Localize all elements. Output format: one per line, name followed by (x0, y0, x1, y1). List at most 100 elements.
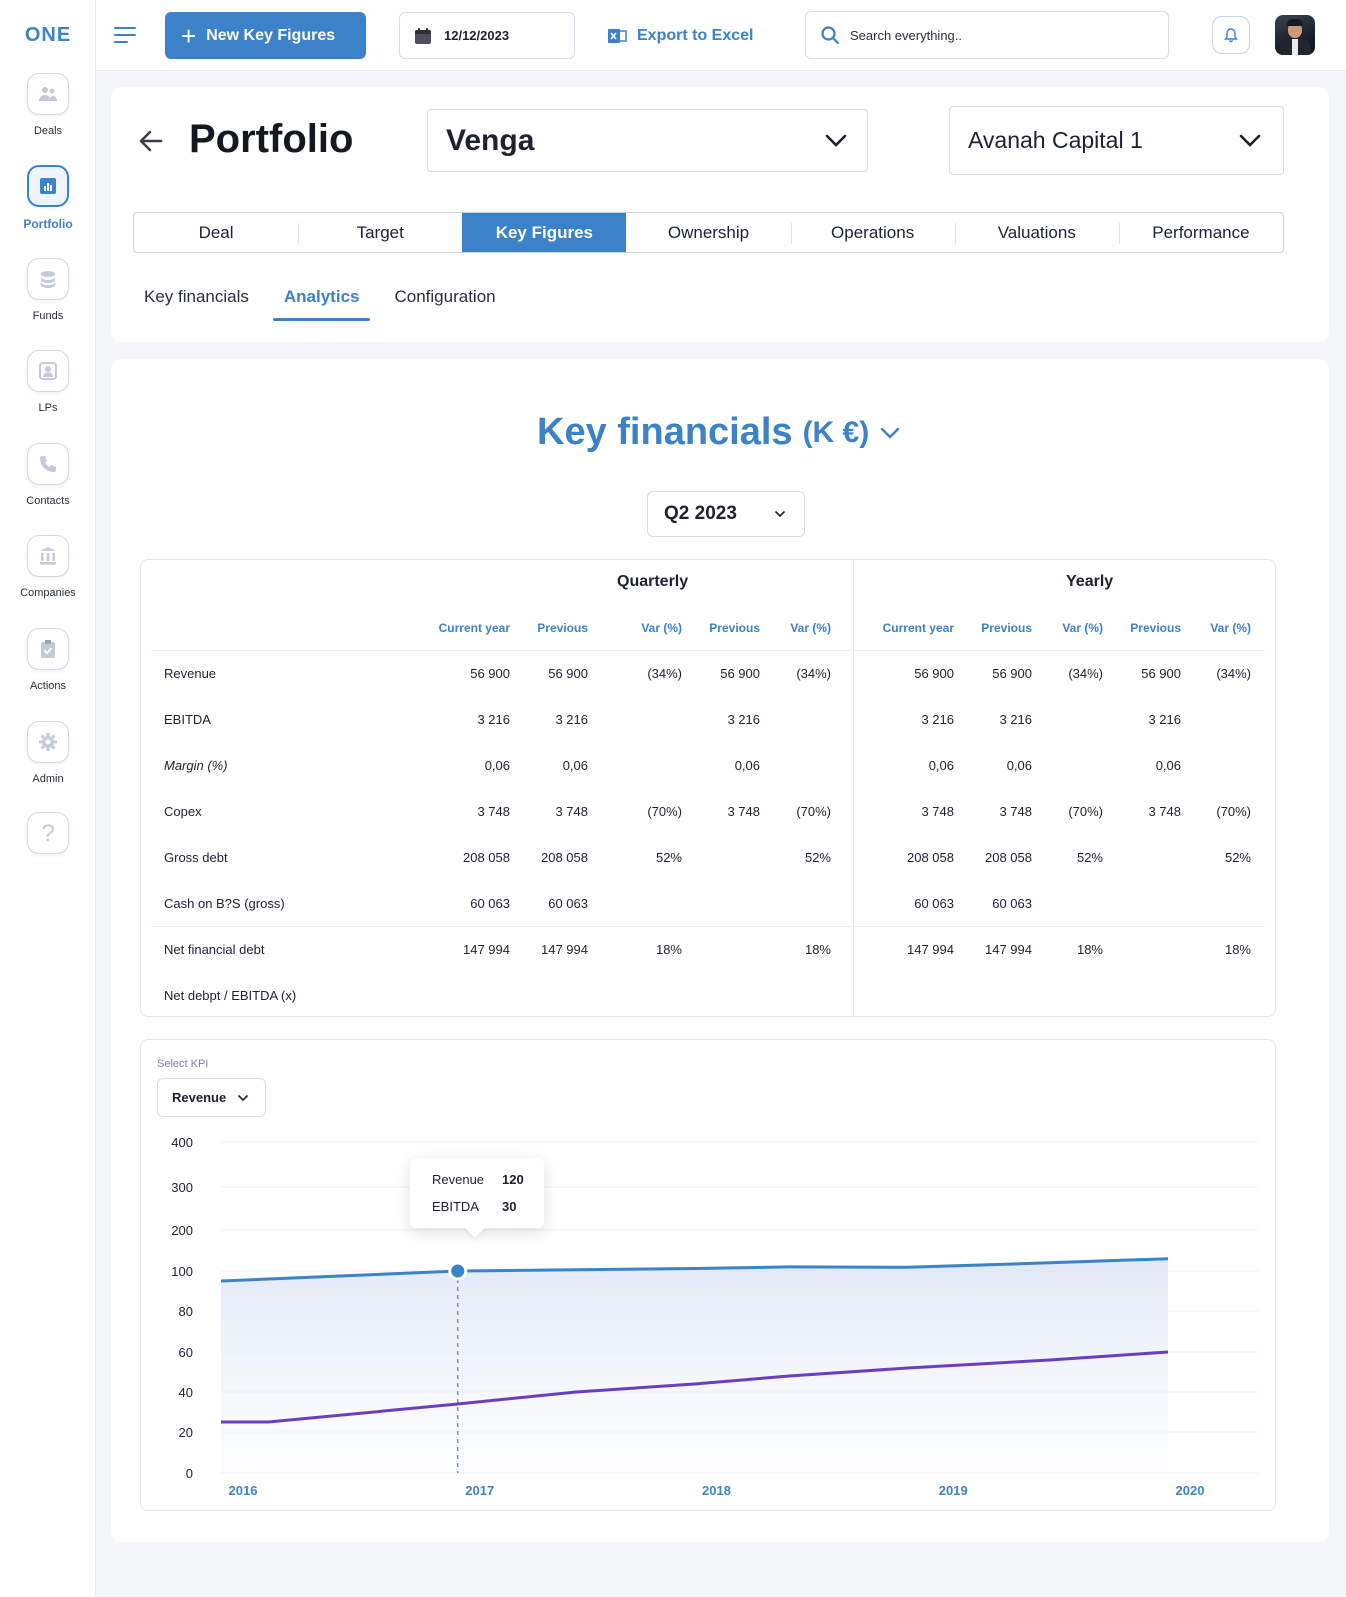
fund-select[interactable]: Avanah Capital 1 (949, 106, 1284, 175)
menu-icon[interactable] (114, 27, 136, 45)
sidebar-item-admin[interactable]: Admin (0, 721, 96, 785)
group-header-quarterly: Quarterly (617, 573, 689, 590)
app-logo[interactable]: ONE (24, 24, 72, 46)
column-header: Previous (537, 621, 588, 635)
kpi-chart-card: Select KPI Revenue 400 300 200 100 80 60 40 20 0… (140, 1039, 1276, 1511)
series-line-ebitda (221, 1350, 1169, 1424)
y-tick-label: 40 (179, 1385, 193, 1400)
select-kpi-label: Select KPI (157, 1058, 209, 1070)
x-tick-label: 2020 (1176, 1483, 1205, 1498)
subtab-key-financials[interactable]: Key financials (144, 287, 249, 306)
tooltip-value: 30 (502, 1199, 517, 1214)
group-header-yearly: Yearly (1066, 573, 1114, 590)
row-label: Margin (%) (164, 758, 228, 773)
row-label: Net financial debt (164, 942, 265, 957)
tab-deal[interactable]: Deal (198, 222, 234, 242)
sidebar-item-companies[interactable]: Companies (0, 535, 96, 599)
tab-performance[interactable]: Performance (1118, 213, 1283, 252)
top-bar: + New Key Figures 12/12/2023 Export to E… (96, 0, 1346, 71)
column-header: Current year (882, 621, 954, 635)
x-tick-label: 2016 (229, 1483, 258, 1498)
table-cell: 3 216 (555, 712, 588, 727)
sidebar-item-label: Portfolio (23, 217, 73, 231)
sidebar-item-funds[interactable]: Funds (0, 258, 96, 322)
sidebar-item-label: Actions (29, 680, 67, 692)
sidebar-item-label: LPs (38, 402, 58, 414)
table-cell: 3 748 (477, 804, 510, 819)
row-label: Copex (164, 804, 202, 819)
subtab-analytics[interactable]: Analytics (272, 283, 371, 321)
table-cell: (70%) (1068, 804, 1103, 819)
table-cell: (34%) (1068, 666, 1103, 681)
key-financials-title[interactable]: Key financials (K €) (537, 411, 901, 454)
table-cell: 52% (655, 850, 682, 865)
tab-valuations[interactable]: Valuations (954, 213, 1119, 252)
bell-icon (1224, 28, 1238, 43)
table-cell: 208 058 (463, 850, 510, 865)
date-picker[interactable]: 12/12/2023 (399, 12, 575, 59)
sidebar-item-label: Companies (20, 587, 76, 599)
table-cell: 60 063 (470, 896, 510, 911)
sidebar: ONE Deals Portfolio Funds LPs Contacts (0, 0, 96, 1597)
tab-operations[interactable]: Operations (790, 213, 955, 252)
tooltip-key: EBITDA (432, 1199, 479, 1214)
table-cell: 0,06 (734, 758, 760, 773)
notifications-button[interactable] (1212, 16, 1250, 54)
sidebar-item-label: Admin (32, 773, 64, 785)
search-input[interactable] (850, 27, 1130, 43)
column-header: Previous (981, 621, 1032, 635)
new-key-figures-label: New Key Figures (206, 26, 336, 44)
coins-icon (27, 258, 69, 300)
sidebar-item-contacts[interactable]: Contacts (0, 443, 96, 507)
chart-tooltip: Revenue 120 EBITDA 30 (410, 1158, 544, 1228)
sidebar-item-deals[interactable]: Deals (0, 73, 96, 137)
row-label: Net debpt / EBITDA (x) (164, 988, 297, 1003)
table-cell: 18% (1224, 942, 1251, 957)
table-cell: 3 748 (1148, 804, 1181, 819)
sidebar-item-label: Funds (32, 310, 64, 322)
new-key-figures-button[interactable]: + New Key Figures (165, 12, 366, 59)
users-icon (27, 73, 69, 115)
excel-icon (608, 28, 627, 43)
sidebar-item-portfolio[interactable]: Portfolio (0, 165, 96, 231)
table-cell: 3 216 (921, 712, 954, 727)
company-select-value: Venga (446, 123, 535, 157)
sidebar-item-actions[interactable]: Actions (0, 628, 96, 692)
kpi-select[interactable]: Revenue (157, 1078, 266, 1117)
sidebar-item-lps[interactable]: LPs (0, 350, 96, 414)
company-select[interactable]: Venga (427, 109, 868, 172)
table-cell: (70%) (1216, 804, 1251, 819)
highlight-point[interactable] (448, 1261, 468, 1281)
table-cell: 3 748 (555, 804, 588, 819)
table-cell: 3 216 (727, 712, 760, 727)
tab-target[interactable]: Target (298, 213, 462, 252)
unit-label: (K €) (802, 415, 870, 449)
x-tick-label: 2019 (939, 1483, 968, 1498)
y-tick-label: 100 (171, 1264, 193, 1279)
search-box[interactable] (805, 11, 1169, 59)
chevron-down-icon (825, 134, 847, 147)
back-arrow-icon[interactable] (137, 127, 165, 155)
table-cell: 18% (655, 942, 682, 957)
tab-key-figures[interactable]: Key Figures (462, 213, 627, 252)
period-value: Q2 2023 (664, 503, 737, 524)
table-cell: (34%) (647, 666, 682, 681)
column-header: Var (%) (1062, 621, 1103, 635)
avatar[interactable] (1275, 15, 1315, 55)
y-tick-label: 400 (171, 1135, 193, 1150)
table-cell: 52% (1224, 850, 1251, 865)
tab-ownership[interactable]: Ownership (667, 222, 750, 242)
subtab-configuration[interactable]: Configuration (394, 287, 496, 306)
export-excel-button[interactable]: Export to Excel (607, 12, 753, 59)
table-cell: 0,06 (562, 758, 588, 773)
calendar-icon (415, 27, 431, 44)
period-select[interactable]: Q2 2023 (647, 491, 805, 537)
sidebar-item-help[interactable]: ? (0, 812, 96, 854)
column-header: Var (%) (1210, 621, 1251, 635)
table-cell: 208 058 (541, 850, 588, 865)
table-cell: 18% (804, 942, 831, 957)
table-cell: 3 216 (999, 712, 1032, 727)
x-tick-label: 2018 (702, 1483, 731, 1498)
y-tick-label: 300 (171, 1180, 193, 1195)
column-header: Var (%) (641, 621, 682, 635)
